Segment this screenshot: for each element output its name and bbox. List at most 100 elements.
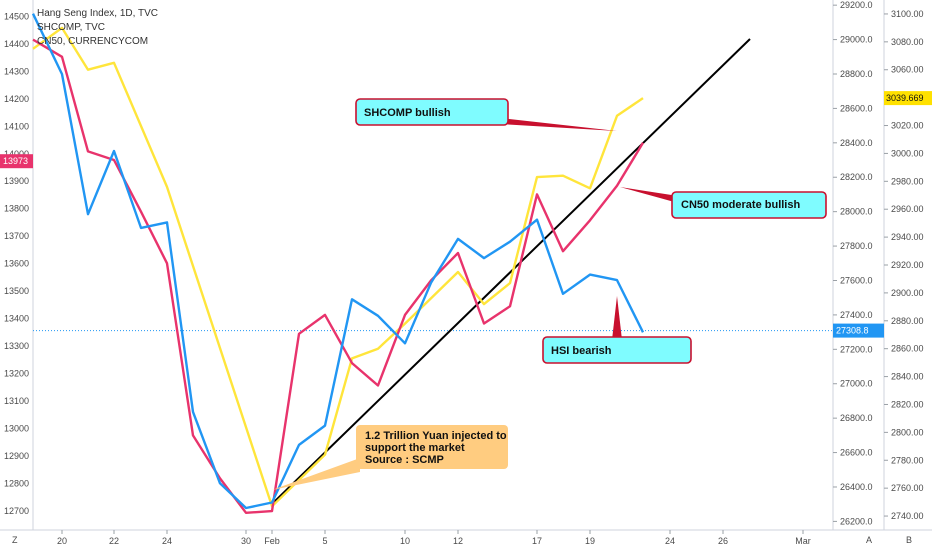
mid-price-tag-text: 27308.8	[836, 326, 869, 336]
right-axis-tick-label: 2760.00	[891, 483, 924, 493]
left-axis-tick-label: 14400	[4, 39, 29, 49]
left-axis-tick-label: 13200	[4, 368, 29, 378]
left-axis-tick-label: 13700	[4, 231, 29, 241]
mid-axis-tick-label: 26400.0	[840, 482, 873, 492]
mid-axis-tick-label: 29000.0	[840, 35, 873, 45]
mid-axis-tick-label: 26800.0	[840, 413, 873, 423]
cn50-callout-box[interactable]	[671, 191, 827, 219]
shcomp-series-line[interactable]	[32, 26, 644, 508]
right-price-tag-bg	[884, 91, 932, 106]
left-price-axis[interactable]: 14500 14400 14300 14200 14100 14000 13900 13800…	[4, 11, 29, 515]
left-axis-tick-label: 13800	[4, 204, 29, 214]
legend-hsi: Hang Seng Index, 1D, TVC	[37, 8, 158, 19]
series-points	[32, 13, 644, 513]
time-axis-tick-label: 30	[241, 536, 251, 546]
left-axis-tick-label: 12800	[4, 478, 29, 488]
log-scale-button[interactable]: B	[906, 535, 912, 545]
right-axis-tick-label: 3080.00	[891, 37, 924, 47]
left-price-tag: 13973	[0, 154, 33, 169]
right-axis-tick-label: 2860.00	[891, 344, 924, 354]
yuan-note-pointer	[272, 458, 360, 490]
right-axis-tick-label: 2780.00	[891, 455, 924, 465]
mid-axis-tick-label: 26600.0	[840, 448, 873, 458]
right-axis-tick-label: 2740.00	[891, 511, 924, 521]
right-axis-tick-label: 2920.00	[891, 260, 924, 270]
left-axis-tick-label: 13100	[4, 396, 29, 406]
left-price-tag-bg	[0, 154, 33, 169]
left-price-tag-text: 13973	[3, 156, 28, 166]
time-axis-tick-label: 26	[718, 536, 728, 546]
time-axis-tick-label: 24	[665, 536, 675, 546]
mid-axis-tick-label: 27000.0	[840, 379, 873, 389]
right-axis-tick-label: 2900.00	[891, 288, 924, 298]
time-axis-tick-label: Feb	[264, 536, 280, 546]
yuan-note-line-2: support the market	[365, 442, 465, 454]
cn50-series-line[interactable]	[32, 38, 645, 514]
trendline[interactable]	[271, 38, 751, 505]
time-axis-tick-label: 17	[532, 536, 542, 546]
left-axis-tick-label: 14200	[4, 94, 29, 104]
mid-axis-tick-label: 27600.0	[840, 275, 873, 285]
time-axis-tick-label: 19	[585, 536, 595, 546]
mid-axis-tick-label: 27800.0	[840, 241, 873, 251]
left-axis-tick-label: 13900	[4, 176, 29, 186]
right-axis-tick-label: 2800.00	[891, 427, 924, 437]
left-axis-tick-label: 13600	[4, 259, 29, 269]
shcomp-price-axis[interactable]: 3100.003080.003060.003040.003020.003000.…	[884, 9, 924, 521]
right-axis-tick-label: 3000.00	[891, 148, 924, 158]
right-axis-tick-label: 3100.00	[891, 9, 924, 19]
shcomp-callout-text: SHCOMP bullish	[364, 107, 451, 119]
right-axis-tick-label: 3020.00	[891, 121, 924, 131]
time-axis[interactable]: 20 22 24 30 Feb 5 10 12 17 19 24 26 Mar	[57, 530, 811, 546]
left-axis-tick-label: 13400	[4, 314, 29, 324]
cn50-callout-pointer	[620, 187, 678, 203]
left-axis-tick-label: 13000	[4, 423, 29, 433]
shcomp-callout-pointer	[500, 118, 617, 131]
legend-cn50: CN50, CURRENCYCOM	[37, 36, 148, 47]
left-axis-tick-label: 14000	[4, 149, 29, 159]
hsi-callout-text: HSI bearish	[551, 345, 612, 357]
mid-axis-tick-label: 28000.0	[840, 207, 873, 217]
left-axis-tick-label: 12700	[4, 506, 29, 516]
yuan-note-line-1: 1.2 Trillion Yuan injected to	[365, 430, 507, 442]
right-axis-tick-label: 3060.00	[891, 65, 924, 75]
right-axis-tick-label: 2980.00	[891, 176, 924, 186]
legend-shcomp: SHCOMP, TVC	[37, 22, 105, 33]
right-price-tag: 3039.669	[884, 91, 932, 106]
right-axis-tick-label: 2960.00	[891, 204, 924, 214]
mid-axis-tick-label: 28600.0	[840, 103, 873, 113]
mid-axis-tick-label: 27200.0	[840, 344, 873, 354]
left-axis-tick-label: 13500	[4, 286, 29, 296]
cn50-price-axis[interactable]: 29200.0 29000.0 28800.0 28600.0 28400.0 28200…	[833, 0, 873, 526]
time-axis-tick-label: Mar	[795, 536, 811, 546]
mid-axis-tick-label: 27400.0	[840, 310, 873, 320]
mid-axis-tick-label: 26200.0	[840, 516, 873, 526]
time-axis-tick-label: 20	[57, 536, 67, 546]
auto-scale-button[interactable]: A	[866, 535, 872, 545]
right-axis-tick-label: 2840.00	[891, 372, 924, 382]
zoom-button[interactable]: Z	[12, 535, 18, 545]
mid-axis-tick-label: 28400.0	[840, 138, 873, 148]
time-axis-tick-label: 12	[453, 536, 463, 546]
left-axis-tick-label: 12900	[4, 451, 29, 461]
hsi-callout-box[interactable]	[542, 336, 692, 364]
yuan-note-line-3: Source : SCMP	[365, 454, 444, 466]
yuan-note-box[interactable]	[356, 425, 508, 469]
left-axis-tick-label: 14300	[4, 66, 29, 76]
mid-price-tag-bg	[833, 323, 884, 338]
shcomp-callout-box[interactable]	[355, 98, 509, 126]
mid-price-tag: 27308.8	[833, 323, 884, 338]
time-axis-tick-label: 10	[400, 536, 410, 546]
cn50-callout-text: CN50 moderate bullish	[681, 199, 800, 211]
right-price-tag-text: 3039.669	[886, 93, 924, 103]
right-axis-tick-label: 2880.00	[891, 316, 924, 326]
right-axis-tick-label: 2940.00	[891, 232, 924, 242]
left-axis-tick-label: 13300	[4, 341, 29, 351]
mid-axis-tick-label: 28200.0	[840, 172, 873, 182]
hsi-series-line[interactable]	[31, 13, 645, 510]
right-axis-tick-label: 2820.00	[891, 399, 924, 409]
time-axis-tick-label: 5	[322, 536, 327, 546]
hsi-callout-pointer	[612, 296, 622, 340]
left-axis-tick-label: 14100	[4, 121, 29, 131]
time-axis-tick-label: 24	[162, 536, 172, 546]
